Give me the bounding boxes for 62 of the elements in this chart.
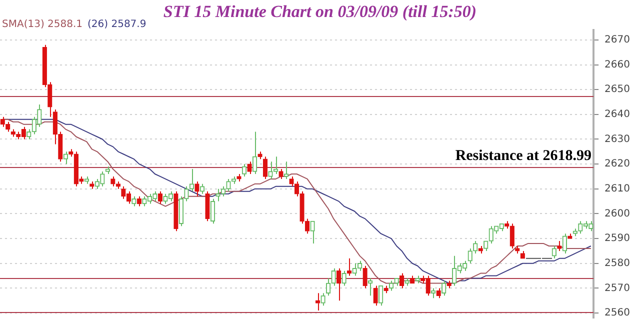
candlestick — [262, 156, 268, 180]
candlestick — [362, 265, 368, 289]
candlestick — [236, 174, 242, 182]
chart-title: STI 15 Minute Chart on 03/09/09 (till 15:50) — [163, 2, 477, 21]
y-tick-label: 2600 — [604, 208, 630, 220]
candlestick — [84, 176, 89, 184]
y-tick-label: 2590 — [604, 233, 630, 244]
candlestick — [226, 178, 231, 192]
candlestick — [310, 220, 315, 244]
candlestick — [384, 285, 388, 294]
candlestick — [189, 168, 194, 192]
candlestick — [515, 246, 520, 254]
candlestick — [336, 268, 342, 302]
candlestick — [373, 285, 378, 306]
candlestick — [278, 168, 284, 180]
candlestick — [110, 176, 116, 187]
candlestick — [468, 248, 472, 264]
candlestick — [400, 272, 404, 289]
candlestick — [568, 233, 572, 239]
y-tick-label: 2570 — [604, 282, 630, 294]
y-tick-label: 2610 — [604, 183, 630, 194]
candlestick — [258, 151, 262, 160]
candlestick — [410, 275, 415, 284]
y-tick-label: 2580 — [604, 258, 630, 269]
candlestick — [520, 250, 525, 259]
candlestick — [252, 131, 258, 174]
candlestick — [105, 166, 110, 174]
candlestick — [442, 280, 446, 296]
y-tick-label: 2670 — [604, 34, 630, 46]
candlestick — [562, 233, 567, 254]
y-tick-label: 2630 — [604, 134, 630, 145]
candlestick — [378, 285, 384, 306]
y-tick-label: 2660 — [604, 59, 630, 70]
candlestick — [436, 288, 441, 299]
candlestick — [210, 198, 216, 224]
candlestick — [342, 270, 346, 286]
y-tick-label: 2560 — [604, 308, 630, 319]
candlestick — [478, 246, 483, 254]
candlestick — [484, 240, 488, 252]
candlestick — [473, 240, 478, 254]
y-tick-label: 2650 — [604, 84, 630, 96]
candlestick — [132, 196, 136, 207]
text: SMA(13) 2588.1 — [2, 19, 83, 30]
candlestick — [205, 190, 210, 222]
ref-line-label: Resistance at 2618.99 — [455, 148, 592, 164]
candlestick — [63, 151, 68, 165]
candlestick — [557, 240, 562, 252]
candlestick — [158, 190, 163, 204]
candlestick — [247, 161, 252, 174]
candlestick — [231, 176, 236, 184]
candlestick — [284, 161, 289, 180]
candlestick — [136, 196, 142, 207]
candlestick — [200, 183, 205, 194]
candlestick — [552, 246, 556, 259]
candlestick — [90, 180, 94, 190]
candlestick — [242, 164, 247, 177]
candlestick — [174, 190, 178, 232]
y-tick-label: 2640 — [604, 109, 630, 120]
text: (26) 2587.9 — [88, 19, 146, 30]
y-tick-label: 2620 — [604, 158, 630, 170]
candlestick — [194, 180, 200, 197]
candlestick — [320, 292, 326, 306]
